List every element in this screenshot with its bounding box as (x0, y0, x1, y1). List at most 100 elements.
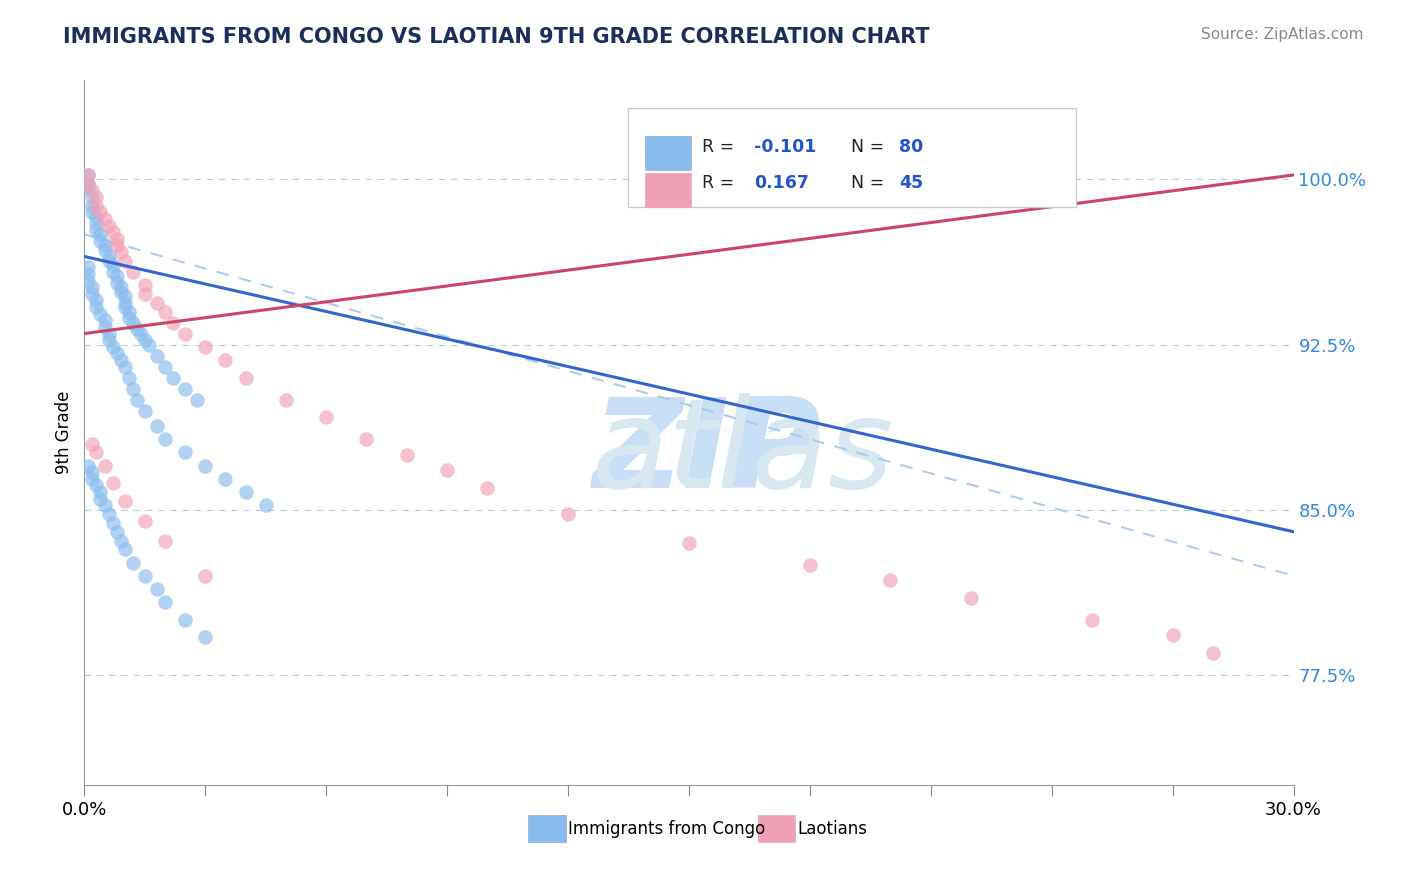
Point (118, 304, 141, 318)
Point (194, 631, 217, 645)
Point (82, 190, 104, 204)
Point (101, 225, 124, 239)
Point (477, 481, 499, 495)
Point (86, 190, 108, 204)
Text: 80: 80 (900, 137, 924, 156)
Point (97, 326, 120, 341)
Point (678, 535, 700, 549)
Point (134, 403, 156, 417)
Point (86, 199, 108, 213)
Point (86, 293, 108, 308)
Point (235, 370, 257, 384)
Point (89, 227, 111, 242)
Point (235, 485, 257, 500)
Point (356, 432, 378, 446)
Point (799, 558, 821, 572)
Point (114, 253, 136, 268)
Point (77, 177, 100, 191)
Point (214, 472, 236, 486)
Point (557, 507, 579, 521)
Point (134, 286, 156, 301)
Point (134, 333, 156, 347)
Text: 0.167: 0.167 (754, 175, 808, 193)
Point (436, 463, 458, 477)
Point (82, 280, 104, 294)
Point (110, 280, 132, 294)
Point (77, 458, 100, 473)
Point (129, 326, 152, 341)
Point (1202, 646, 1225, 660)
Point (97, 507, 120, 521)
Point (162, 316, 184, 330)
Point (194, 340, 217, 354)
Point (82, 199, 104, 213)
Text: ZIP: ZIP (592, 393, 821, 515)
Point (105, 524, 128, 539)
Point (97, 253, 120, 268)
Point (121, 382, 143, 396)
FancyBboxPatch shape (645, 173, 692, 207)
Point (395, 448, 418, 462)
Point (77, 267, 100, 281)
Point (121, 316, 143, 330)
Point (77, 177, 100, 191)
Point (879, 573, 901, 587)
Text: atlas: atlas (592, 393, 894, 515)
Text: -0.101: -0.101 (754, 137, 817, 156)
Point (93, 243, 115, 257)
Point (101, 516, 124, 530)
Point (86, 445, 108, 459)
Point (1161, 628, 1184, 642)
Point (315, 410, 337, 425)
Point (89, 491, 111, 506)
Point (105, 276, 128, 290)
Point (82, 436, 104, 450)
Point (93, 320, 115, 334)
Y-axis label: 9th Grade: 9th Grade (55, 391, 73, 475)
Point (153, 595, 176, 609)
Point (174, 445, 197, 459)
Point (194, 568, 217, 582)
Point (110, 533, 132, 548)
Text: R =: R = (702, 137, 740, 156)
Point (121, 556, 143, 570)
Point (153, 304, 176, 318)
Point (153, 533, 176, 548)
Point (77, 260, 100, 275)
Text: N =: N = (851, 137, 890, 156)
Point (82, 286, 104, 301)
Point (174, 613, 197, 627)
Point (97, 250, 120, 264)
Point (186, 392, 208, 407)
Text: Source: ZipAtlas.com: Source: ZipAtlas.com (1201, 27, 1364, 42)
Point (105, 269, 128, 284)
Text: 45: 45 (900, 175, 924, 193)
Point (110, 353, 132, 368)
Text: Laotians: Laotians (797, 820, 868, 838)
Point (77, 168, 100, 182)
Point (89, 485, 111, 500)
Point (101, 258, 124, 272)
Point (153, 432, 176, 446)
Point (114, 300, 136, 314)
Point (93, 498, 115, 512)
FancyBboxPatch shape (529, 815, 565, 842)
Point (82, 472, 104, 486)
Point (162, 370, 184, 384)
Point (174, 326, 197, 341)
Point (105, 346, 128, 360)
Point (960, 591, 983, 605)
Point (77, 181, 100, 195)
Point (146, 349, 169, 363)
Point (114, 542, 136, 557)
Point (93, 212, 115, 227)
Point (89, 307, 111, 321)
Point (114, 494, 136, 508)
Point (110, 245, 132, 260)
Point (134, 278, 156, 293)
FancyBboxPatch shape (645, 136, 692, 170)
Point (194, 458, 217, 473)
Point (146, 582, 169, 596)
Point (101, 340, 124, 354)
Point (254, 498, 277, 512)
